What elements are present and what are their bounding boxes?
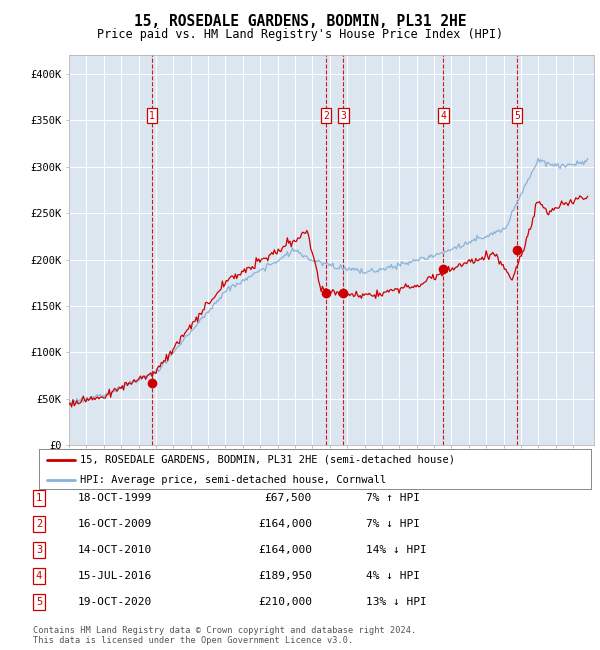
Text: 14-OCT-2010: 14-OCT-2010 bbox=[78, 545, 152, 555]
Text: £210,000: £210,000 bbox=[258, 597, 312, 607]
Text: 1: 1 bbox=[36, 493, 42, 503]
Text: 7% ↑ HPI: 7% ↑ HPI bbox=[366, 493, 420, 503]
Text: 19-OCT-2020: 19-OCT-2020 bbox=[78, 597, 152, 607]
Text: 5: 5 bbox=[36, 597, 42, 607]
Text: £67,500: £67,500 bbox=[265, 493, 312, 503]
Text: 2: 2 bbox=[36, 519, 42, 529]
Text: 16-OCT-2009: 16-OCT-2009 bbox=[78, 519, 152, 529]
Text: £164,000: £164,000 bbox=[258, 545, 312, 555]
Text: £164,000: £164,000 bbox=[258, 519, 312, 529]
Text: 14% ↓ HPI: 14% ↓ HPI bbox=[366, 545, 427, 555]
Text: 2: 2 bbox=[323, 111, 329, 121]
Text: Contains HM Land Registry data © Crown copyright and database right 2024.
This d: Contains HM Land Registry data © Crown c… bbox=[33, 626, 416, 645]
Text: 5: 5 bbox=[514, 111, 520, 121]
Text: Price paid vs. HM Land Registry's House Price Index (HPI): Price paid vs. HM Land Registry's House … bbox=[97, 28, 503, 41]
Text: 15-JUL-2016: 15-JUL-2016 bbox=[78, 571, 152, 581]
Text: 15, ROSEDALE GARDENS, BODMIN, PL31 2HE (semi-detached house): 15, ROSEDALE GARDENS, BODMIN, PL31 2HE (… bbox=[80, 455, 455, 465]
Text: 7% ↓ HPI: 7% ↓ HPI bbox=[366, 519, 420, 529]
Text: £189,950: £189,950 bbox=[258, 571, 312, 581]
Text: 4: 4 bbox=[440, 111, 446, 121]
Text: 3: 3 bbox=[341, 111, 346, 121]
Text: 4% ↓ HPI: 4% ↓ HPI bbox=[366, 571, 420, 581]
Text: 3: 3 bbox=[36, 545, 42, 555]
Text: HPI: Average price, semi-detached house, Cornwall: HPI: Average price, semi-detached house,… bbox=[80, 475, 386, 485]
Text: 13% ↓ HPI: 13% ↓ HPI bbox=[366, 597, 427, 607]
Text: 18-OCT-1999: 18-OCT-1999 bbox=[78, 493, 152, 503]
Text: 4: 4 bbox=[36, 571, 42, 581]
Text: 15, ROSEDALE GARDENS, BODMIN, PL31 2HE: 15, ROSEDALE GARDENS, BODMIN, PL31 2HE bbox=[134, 14, 466, 29]
Text: 1: 1 bbox=[149, 111, 155, 121]
